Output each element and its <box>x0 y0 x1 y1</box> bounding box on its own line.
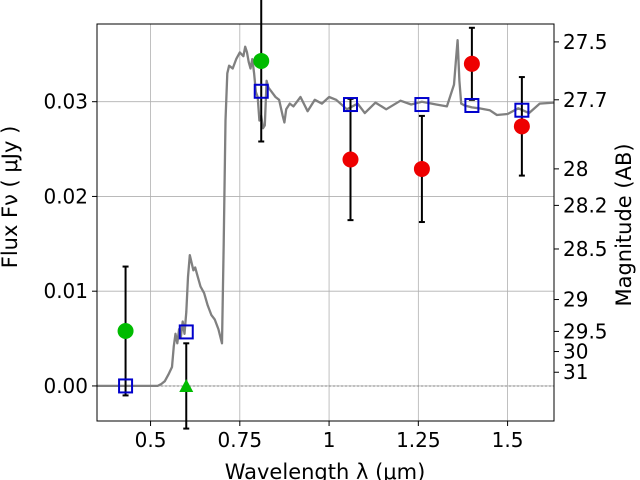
y2-tick-label: 30 <box>563 340 588 364</box>
y2-tick-label: 31 <box>563 360 588 384</box>
x-tick-label: 1 <box>323 428 336 452</box>
spectrum-line <box>97 38 555 388</box>
y-tick-label: 0.03 <box>43 90 88 114</box>
model-spectrum <box>97 38 555 388</box>
y-axis-ticks: 0.00 0.01 0.02 0.03 <box>43 90 97 398</box>
upper-limit-triangle <box>179 378 194 392</box>
y-tick-label: 0.01 <box>43 279 88 303</box>
x-tick-label: 1.25 <box>396 428 441 452</box>
data-points <box>117 0 530 430</box>
x-axis-label: Wavelength λ (μm) <box>225 460 426 480</box>
grid-lines <box>97 24 554 421</box>
y2-tick-label: 28.2 <box>563 193 608 217</box>
y-axis-label: Flux Fν ( μJy ) <box>0 126 22 269</box>
model-photometry-square <box>178 324 194 340</box>
observed-flux-point <box>117 322 134 339</box>
model-photometry-square <box>342 97 358 113</box>
x-tick-label: 0.75 <box>218 428 263 452</box>
model-photometry-square <box>414 97 430 113</box>
x-tick-label: 0.5 <box>135 428 167 452</box>
y-tick-label: 0.02 <box>43 184 88 208</box>
x-tick-label: 1.5 <box>492 428 524 452</box>
observed-flux-point <box>463 55 480 72</box>
model-photometry-square <box>514 102 530 118</box>
y2-tick-label: 29.5 <box>563 319 608 343</box>
y2-tick-label: 29 <box>563 288 588 312</box>
x-axis-ticks: 0.5 0.75 1 1.25 1.5 <box>135 421 524 452</box>
model-photometry-square <box>118 378 134 394</box>
y2-axis-label: Magnitude (AB) <box>612 143 636 306</box>
y2-tick-label: 28.5 <box>563 237 608 261</box>
plot-frame <box>96 23 555 422</box>
observed-flux-point <box>413 160 430 177</box>
y-tick-label: 0.00 <box>43 374 88 398</box>
y2-tick-label: 27.7 <box>563 88 608 112</box>
model-photometry-square <box>464 97 480 113</box>
y2-tick-label: 28 <box>563 157 588 181</box>
observed-flux-point <box>253 52 270 69</box>
model-photometry-square <box>253 83 269 99</box>
observed-flux-point <box>342 151 359 168</box>
observed-flux-point <box>513 118 530 135</box>
y2-tick-label: 27.5 <box>563 30 608 54</box>
